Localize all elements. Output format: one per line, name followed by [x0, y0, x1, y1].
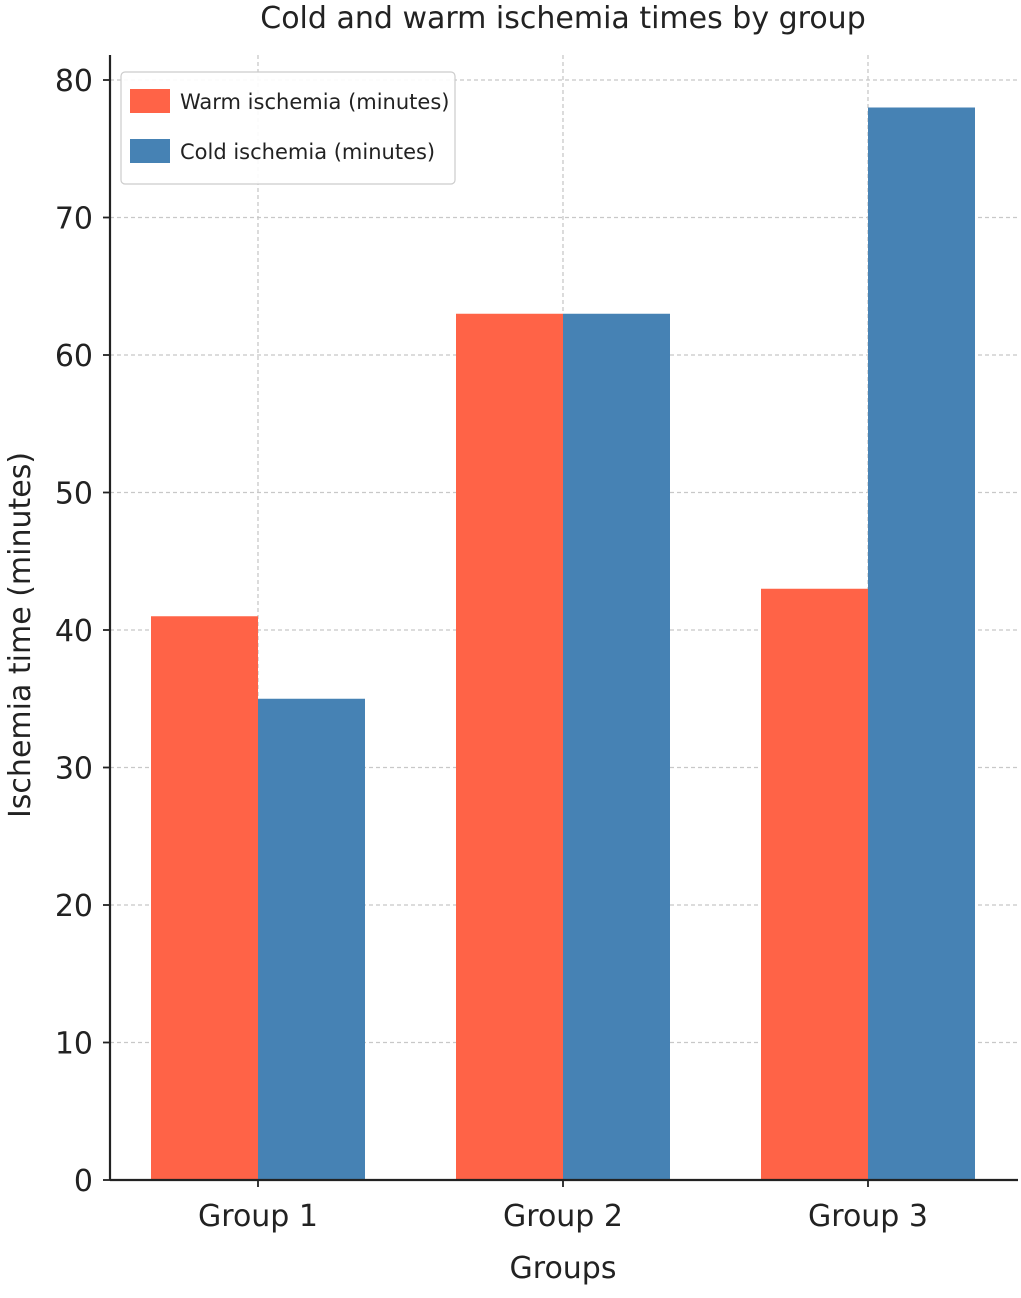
y-tick-label: 10: [55, 1027, 93, 1062]
legend-label: Warm ischemia (minutes): [180, 90, 449, 114]
cold-bar-2: [563, 313, 670, 1180]
x-tick-label: Group 1: [198, 1199, 318, 1234]
legend-label: Cold ischemia (minutes): [180, 140, 435, 164]
cold-bar-1: [258, 698, 365, 1180]
y-tick-label: 30: [55, 752, 93, 787]
y-tick-label: 50: [55, 477, 93, 512]
legend-swatch: [130, 139, 170, 163]
y-tick-label: 80: [55, 64, 93, 99]
x-axis-title: Groups: [510, 1251, 617, 1286]
y-tick-label: 70: [55, 202, 93, 237]
legend: Warm ischemia (minutes) Cold ischemia (mi…: [120, 71, 456, 185]
y-axis-ticks: 0 10 20 30 40 50 60 70 80: [55, 64, 110, 1199]
bars: [151, 107, 975, 1180]
x-tick-label: Group 3: [808, 1199, 928, 1234]
legend-swatch: [130, 89, 170, 113]
x-axis-ticks: Group 1 Group 2 Group 3: [198, 1180, 928, 1234]
cold-bar-3: [868, 107, 975, 1180]
warm-bar-3: [761, 588, 868, 1180]
y-axis-title: Ischemia time (minutes): [3, 452, 38, 818]
chart-title: Cold and warm ischemia times by group: [260, 1, 866, 36]
y-tick-label: 40: [55, 614, 93, 649]
y-tick-label: 60: [55, 339, 93, 374]
y-tick-label: 20: [55, 889, 93, 924]
legend-box: [120, 71, 456, 185]
y-tick-label: 0: [74, 1164, 93, 1199]
x-tick-label: Group 2: [503, 1199, 623, 1234]
axes: [108, 55, 1018, 1182]
warm-bar-1: [151, 616, 258, 1180]
warm-bar-2: [456, 313, 563, 1180]
